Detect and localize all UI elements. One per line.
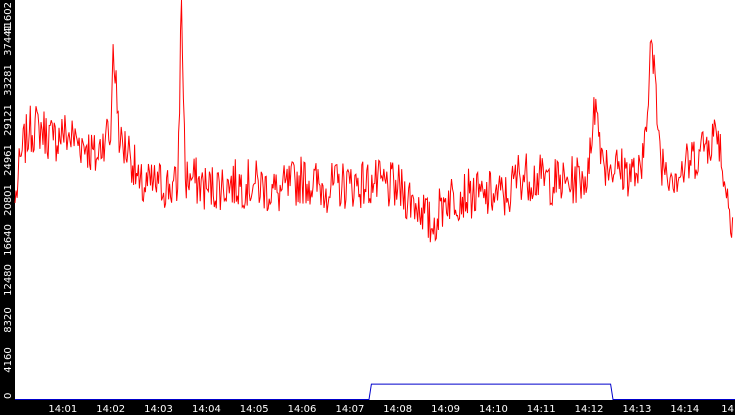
x-tick-label: 14:10 xyxy=(479,404,508,415)
x-tick-labels: 14:01 14:02 14:03 14:04 14:05 14:06 14:07 14:08… xyxy=(48,404,734,415)
x-tick-label: 14:02 xyxy=(96,404,125,415)
series-line-1 xyxy=(14,0,734,243)
y-axis-band xyxy=(0,0,15,400)
series-layer xyxy=(14,0,735,400)
y-tick-label: 16640 xyxy=(3,224,14,256)
y-tick-label: 33281 xyxy=(3,64,14,96)
x-tick-label: 14:09 xyxy=(431,404,460,415)
y-tick-label: 24961 xyxy=(3,144,14,176)
y-tick-label: 20801 xyxy=(3,184,14,216)
y-tick-label: 8320 xyxy=(3,307,14,332)
x-axis-band xyxy=(0,400,735,415)
x-tick-label: 14:03 xyxy=(144,404,173,415)
x-tick-label: 14:05 xyxy=(240,404,269,415)
x-tick-label: 14:01 xyxy=(48,404,77,415)
x-tick-label: 14:06 xyxy=(288,404,317,415)
x-tick-label: 14:14 xyxy=(670,404,699,415)
x-tick-label: 14 xyxy=(721,404,734,415)
series-line-2 xyxy=(15,383,735,400)
x-tick-label: 14:12 xyxy=(575,404,604,415)
x-tick-label: 14:04 xyxy=(192,404,221,415)
y-tick-label: 0 xyxy=(3,393,14,399)
y-tick-label: 12480 xyxy=(3,264,14,296)
y-tick-label: 29121 xyxy=(3,104,14,136)
y-tick-labels: 0 4160 8320 12480 16640 20801 24961 29121 33281 3… xyxy=(3,2,14,399)
y-tick-label: 41602 xyxy=(3,2,14,34)
x-tick-label: 14:07 xyxy=(335,404,364,415)
x-tick-label: 14:08 xyxy=(383,404,412,415)
x-tick-label: 14:13 xyxy=(622,404,651,415)
y-tick-label: 4160 xyxy=(3,347,14,372)
y-tick-label: 37441 xyxy=(3,24,14,56)
x-tick-label: 14:11 xyxy=(527,404,556,415)
